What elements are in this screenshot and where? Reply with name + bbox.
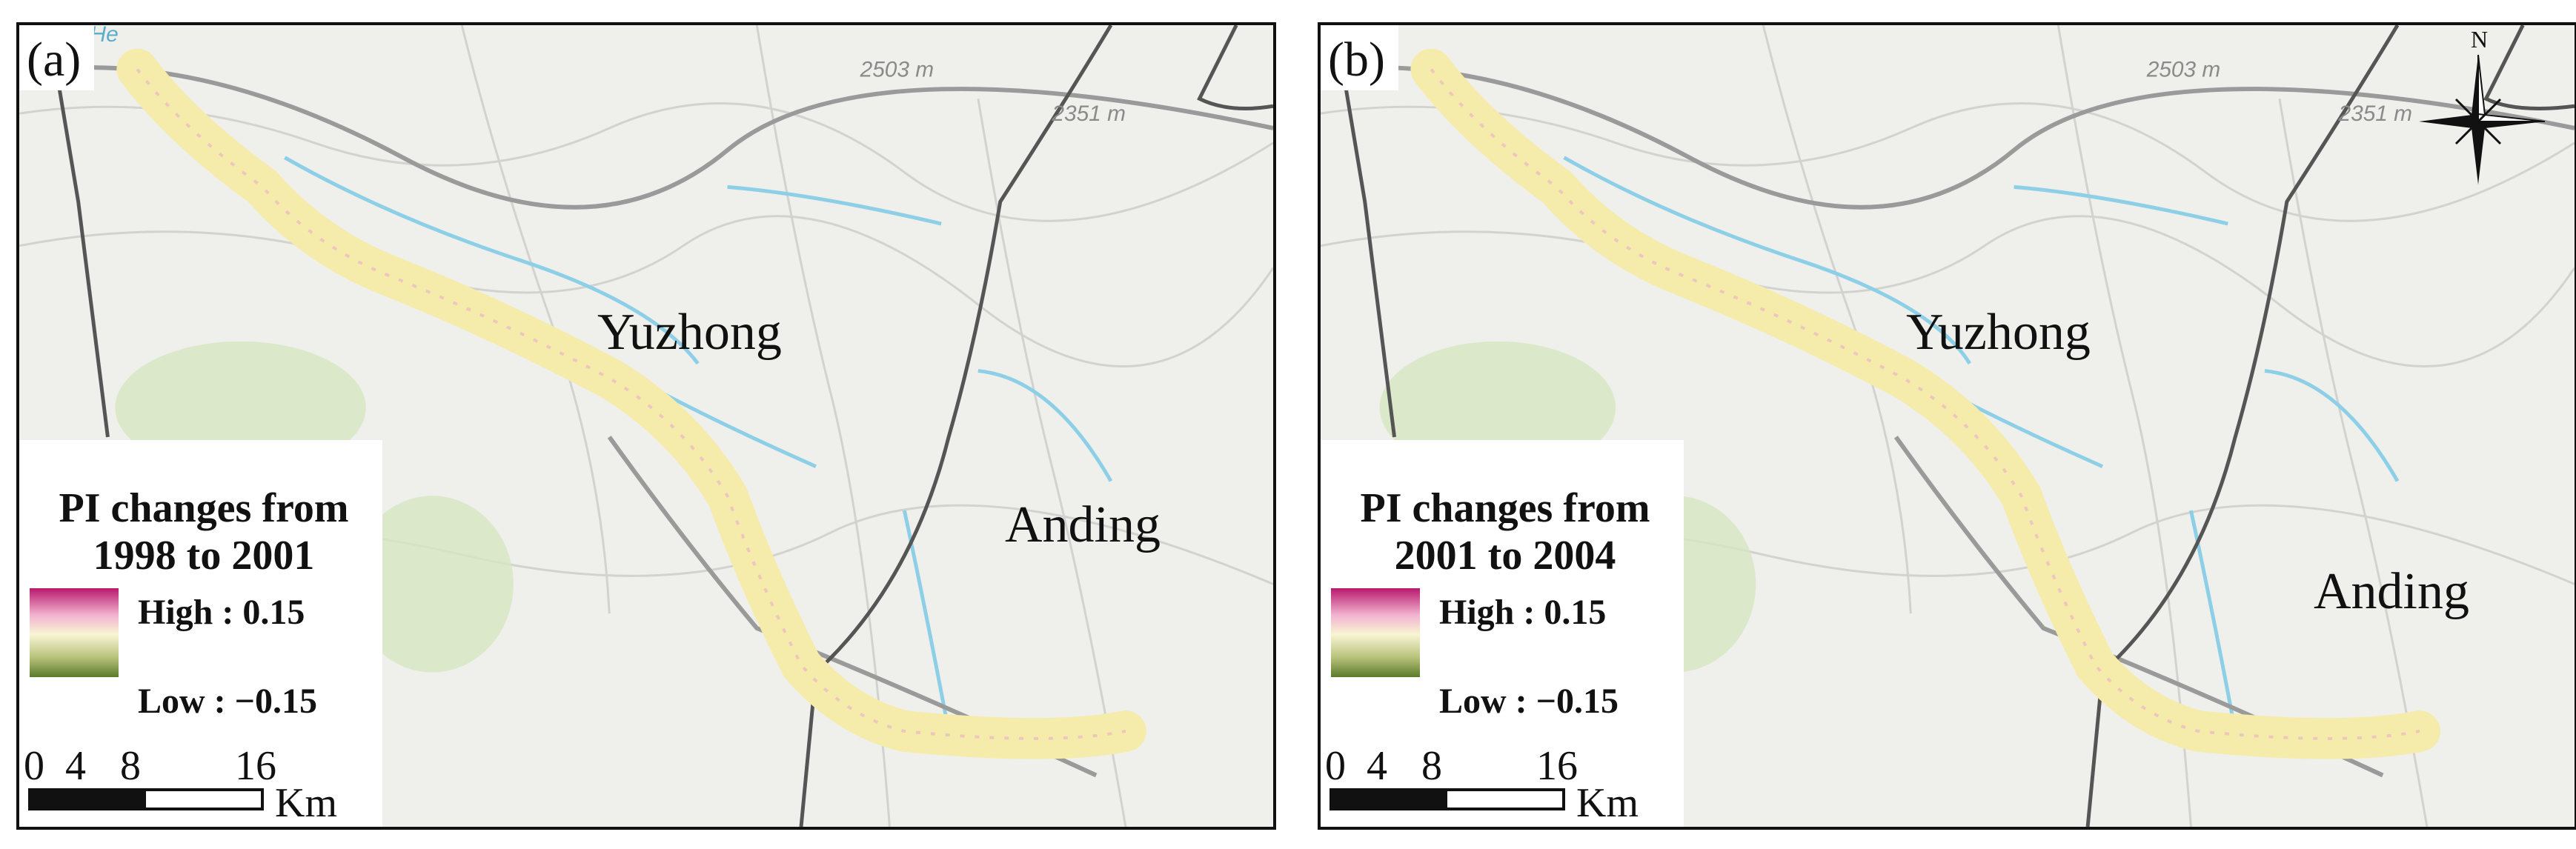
river-label-a: He	[90, 25, 119, 47]
legend-b: PI changes from 2001 to 2004 High : 0.15…	[1321, 440, 1684, 827]
scale-bar-b	[1330, 788, 1565, 810]
scale-tick-0-a: 0	[24, 743, 44, 789]
color-ramp-a	[30, 588, 119, 677]
scale-tick-0-b: 0	[1325, 743, 1346, 789]
color-ramp-b	[1331, 588, 1420, 677]
map-panel-b: 2503 m 2351 m (b) Yuzhong Anding N PI ch…	[1318, 22, 2576, 830]
scale-ticks-b: 0 4 8 16	[1325, 742, 1636, 789]
scale-tick-8-a: 8	[120, 743, 141, 789]
ramp-high-label-a: High : 0.15	[138, 593, 305, 632]
legend-title-line2-b: 2001 to 2004	[1394, 533, 1616, 579]
ramp-low-label-b: Low : −0.15	[1439, 682, 1619, 721]
place-label-anding-b: Anding	[2314, 563, 2469, 620]
scale-tick-4-b: 4	[1367, 743, 1387, 789]
panel-label-a: (a)	[19, 25, 95, 90]
place-label-yuzhong-b: Yuzhong	[1906, 304, 2091, 361]
scale-tick-4-a: 4	[65, 743, 86, 789]
place-label-yuzhong-a: Yuzhong	[597, 304, 782, 361]
legend-title-line1-a: PI changes from	[59, 485, 349, 531]
scale-ticks-a: 0 4 8 16	[24, 742, 335, 789]
ramp-high-label-b: High : 0.15	[1439, 593, 1607, 632]
ramp-low-label-a: Low : −0.15	[138, 682, 318, 721]
scale-bar-a	[28, 788, 264, 810]
legend-title-line1-b: PI changes from	[1360, 485, 1650, 531]
elevation-label-1-a: 2503 m	[860, 58, 935, 82]
elevation-label-2-a: 2351 m	[1051, 101, 1126, 126]
scale-unit-a: Km	[275, 780, 337, 826]
panel-label-b: (b)	[1321, 25, 1398, 90]
scale-tick-16-b: 16	[1536, 743, 1578, 789]
elevation-label-1-b: 2503 m	[2146, 58, 2221, 82]
scale-tick-16-a: 16	[235, 743, 276, 789]
elevation-label-2-b: 2351 m	[2338, 101, 2413, 126]
legend-title-a: PI changes from 1998 to 2001	[30, 485, 378, 579]
scale-tick-8-b: 8	[1421, 743, 1442, 789]
map-panel-a: 2503 m 2351 m He (a) Yuzhong Anding PI c…	[16, 22, 1276, 830]
legend-title-b: PI changes from 2001 to 2004	[1331, 485, 1679, 579]
legend-title-line2-a: 1998 to 2001	[93, 533, 315, 579]
place-label-anding-a: Anding	[1005, 496, 1161, 553]
scale-unit-b: Km	[1576, 780, 1639, 826]
north-arrow: N	[2411, 25, 2552, 196]
north-label: N	[2471, 26, 2488, 53]
north-arrow-icon: N	[2419, 26, 2546, 184]
legend-a: PI changes from 1998 to 2001 High : 0.15…	[19, 440, 382, 827]
